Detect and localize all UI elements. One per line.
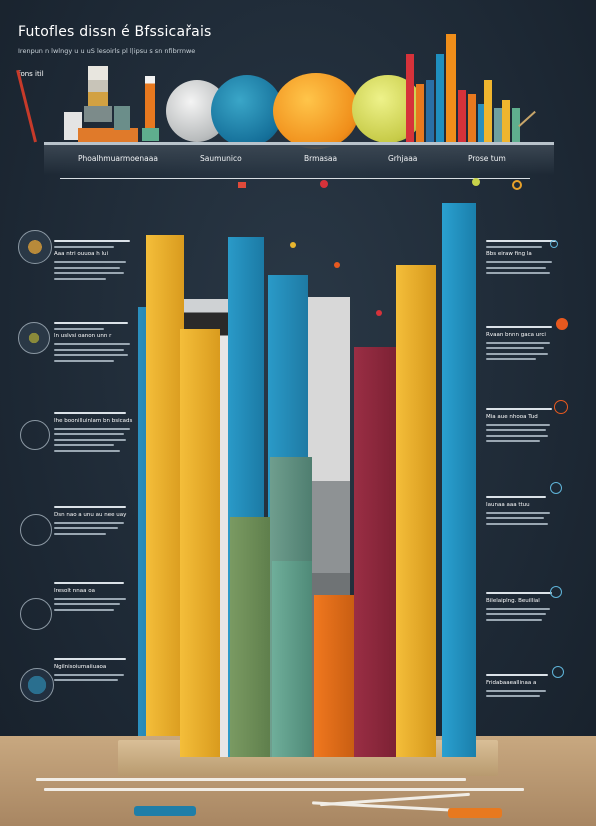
circle-icon-4 bbox=[20, 514, 52, 546]
right-note-5: Bilelaiplng. Beuillial bbox=[486, 592, 562, 670]
left-note-2: ln uslvsi oanon unn r bbox=[54, 322, 134, 408]
circle-icon-2 bbox=[18, 322, 50, 354]
orange-marker bbox=[448, 808, 502, 818]
shelf-label-3: Brmasaa bbox=[304, 154, 338, 163]
right-note-4: Iaunaa aaa ttuu bbox=[486, 496, 562, 588]
green-block bbox=[142, 128, 159, 141]
blue-marker bbox=[134, 806, 196, 816]
bar-sage-front bbox=[272, 561, 312, 757]
circle-icon-6 bbox=[20, 668, 54, 702]
right-dot-icon-3 bbox=[554, 400, 568, 414]
right-dot-icon-5 bbox=[550, 586, 562, 598]
circle-icon-5 bbox=[20, 598, 52, 630]
page-subtitle: Irenpun n lwlngy u u uS lesoirls pl l|ip… bbox=[18, 47, 196, 55]
timeline-marker-2 bbox=[320, 180, 328, 188]
right-dot-icon-2 bbox=[556, 318, 568, 330]
timeline-marker-3 bbox=[472, 178, 480, 186]
blue-sphere bbox=[211, 75, 283, 147]
mini-bar-chart bbox=[404, 34, 536, 142]
block-tower bbox=[64, 66, 138, 142]
left-note-3: Ihe boonilluinlam bn bsicads bbox=[54, 412, 134, 502]
stick-2 bbox=[44, 788, 524, 791]
shelf-label-5: Prose tum bbox=[468, 154, 506, 163]
shelf bbox=[44, 142, 554, 145]
header-tag: fons itil bbox=[18, 70, 44, 78]
left-note-4: Dsn nao a unu au nee uay bbox=[54, 506, 134, 578]
timeline bbox=[60, 178, 530, 179]
right-dot-icon-4 bbox=[550, 482, 562, 494]
bar-yellow-3 bbox=[396, 265, 436, 757]
right-note-1: Bbs eiraw fing la bbox=[486, 240, 562, 322]
circle-icon-3 bbox=[20, 420, 50, 450]
bar-yellow-1 bbox=[146, 235, 184, 757]
right-note-6: Fridabaaeallinaa a bbox=[486, 674, 562, 734]
orange-sphere bbox=[273, 73, 359, 149]
shelf-label-4: Grhjaaa bbox=[388, 154, 418, 163]
bar-yellow-2 bbox=[180, 329, 220, 757]
shelf-label-1: Phoalhmuarmoenaaa bbox=[78, 154, 158, 163]
pin-3 bbox=[376, 310, 382, 316]
circle-icon-1 bbox=[18, 230, 52, 264]
left-note-5: Iresolt nnaa oa bbox=[54, 582, 134, 654]
right-dot-icon-1 bbox=[550, 240, 558, 248]
timeline-marker-4 bbox=[512, 180, 522, 190]
shelf-label-2: Saumunico bbox=[200, 154, 242, 163]
orange-tube bbox=[145, 76, 155, 128]
right-notes-column: Bbs eiraw fing la Rvaan bnnn gaca urci M… bbox=[486, 240, 562, 738]
stick-1 bbox=[36, 778, 466, 781]
right-note-3: Mia aue nhooa Tud bbox=[486, 408, 562, 492]
pin-2 bbox=[334, 262, 340, 268]
left-note-1: Aaa ntri ouuoa h lui bbox=[54, 240, 134, 302]
right-note-2: Rvaan bnnn gaca urci bbox=[486, 326, 562, 404]
bar-orange bbox=[314, 595, 354, 757]
bar-blue-3 bbox=[442, 203, 476, 757]
left-note-6: Ngilnisoiumaiiuaoa bbox=[54, 658, 134, 718]
bar-crimson bbox=[354, 347, 396, 757]
left-notes-column: Aaa ntri ouuoa h lui ln uslvsi oanon unn… bbox=[54, 240, 134, 722]
page-title: Futofles dissn é Bfssicařais bbox=[18, 24, 212, 40]
right-dot-icon-6 bbox=[552, 666, 564, 678]
bar-green bbox=[230, 517, 270, 757]
shelf-shadow bbox=[44, 145, 554, 175]
timeline-marker-1 bbox=[238, 182, 246, 188]
pin-1 bbox=[290, 242, 296, 248]
red-pointer bbox=[16, 69, 37, 143]
